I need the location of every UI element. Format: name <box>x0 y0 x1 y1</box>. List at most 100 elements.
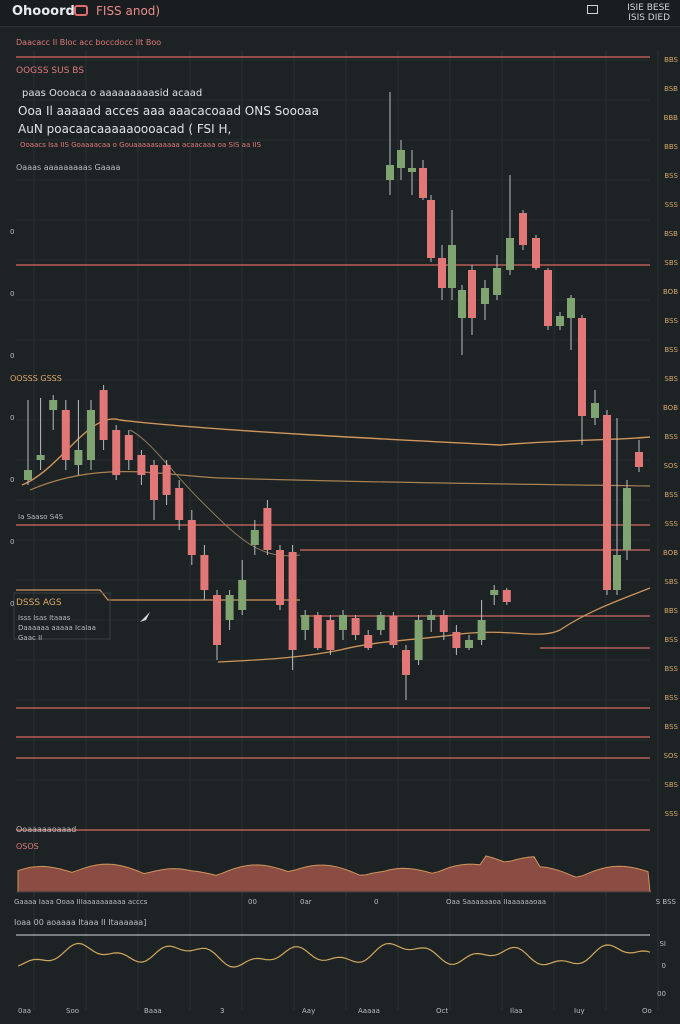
info-box <box>13 592 111 640</box>
toolbar-text: Daacacc Il Bloc acc boccdocc Ilt Boo <box>16 38 162 47</box>
ema-line-aux <box>129 429 301 557</box>
price-axis-label: BSS <box>664 172 678 180</box>
price-axis-label: BSS <box>664 723 678 731</box>
price-axis-label: SOS <box>663 752 678 760</box>
price-axis-label: BOB <box>663 288 678 296</box>
candle-body <box>493 268 501 295</box>
volume-area-fill <box>17 855 651 893</box>
volume-panel-title: Ooaaaaaoaaad <box>16 825 77 834</box>
candlestick-series <box>24 92 643 700</box>
candle-body <box>613 555 621 590</box>
candle-body <box>481 288 489 304</box>
candle-body <box>376 615 385 630</box>
left-axis-label: 0 <box>10 290 15 298</box>
candle-body <box>603 415 611 590</box>
time-axis-label: 0aa <box>18 1007 32 1015</box>
price-axis-label: SOS <box>663 462 678 470</box>
time-axis-label: Oct <box>436 1007 449 1015</box>
osc-panel-title: Ioaa 00 aoaaaa Itaaa II Itaaaaaa] <box>14 918 147 927</box>
candle-body <box>458 290 466 318</box>
candle-body <box>301 615 310 630</box>
candle-body <box>438 258 446 288</box>
candle-body <box>468 270 476 318</box>
price-axis-label: BSS <box>664 636 678 644</box>
price-axis-label: BOB <box>663 404 678 412</box>
price-axis-label: BBS <box>664 56 678 64</box>
candle-body <box>519 213 527 245</box>
left-axis-label: 0 <box>10 538 15 546</box>
volume-right-label: S BSS <box>655 898 676 906</box>
left-axis-label: 0 <box>10 228 15 236</box>
candle-body <box>502 590 511 602</box>
price-axis-label: BSS <box>664 491 678 499</box>
time-axis-label: Soo <box>66 1007 80 1015</box>
candle-body <box>506 238 514 270</box>
candle-body <box>556 316 564 326</box>
price-axis-label: SBS <box>664 781 678 789</box>
candle-body <box>162 465 171 495</box>
candle-body <box>250 530 259 545</box>
candle-body <box>544 270 552 326</box>
candle-body <box>276 550 284 605</box>
top-right-info: ISIE BESE ISIS DIED <box>587 3 670 23</box>
price-axis-label: BSB <box>664 230 678 238</box>
app-brand: Ohooord <box>12 4 75 19</box>
candle-body <box>386 165 394 180</box>
volume-axis-2: 0ar <box>300 898 312 906</box>
box-title: DSSS AGS <box>16 598 62 608</box>
left-axis-label: 0 <box>10 352 15 360</box>
candle-body <box>448 245 456 288</box>
volume-area <box>17 855 651 893</box>
candle-body <box>150 465 158 500</box>
info-line4: Ooaacs Isa IIS Goaaaacaa o Gouaaaaasaaaa… <box>20 141 262 149</box>
candle-body <box>567 298 575 318</box>
candle-body <box>465 640 473 648</box>
info-line1: paas Oooaca o aaaaaaaaasid acaad <box>22 88 203 99</box>
ema-sub-label: Ia Saaso S4S <box>18 513 64 521</box>
time-axis-label: 3 <box>220 1007 225 1015</box>
left-axis-label: 0 <box>10 476 15 484</box>
left-axis-label: 0 <box>10 600 15 608</box>
candle-body <box>408 168 416 172</box>
volume-axis-0: Gaaaa Iaaa Ooaa IIIaaaaaaaaaa acccs <box>14 898 148 906</box>
time-axis-label: Aaaaa <box>358 1007 380 1015</box>
candle-body <box>288 552 297 650</box>
candle-body <box>532 238 540 268</box>
candle-body <box>490 590 499 595</box>
candle-body <box>326 620 335 650</box>
price-axis-label: SSS <box>664 201 678 209</box>
info-line3: AuN poacaacaaaaaoooacad ( FSI H, <box>18 122 232 136</box>
volume-panel-label: OSOS <box>16 842 39 851</box>
volume-axis-1: 00 <box>248 898 257 906</box>
ema-label: OOSSS GSSS <box>10 374 62 383</box>
candle-body <box>175 488 184 520</box>
box-sub1: Isss Isas Itaaas <box>18 614 71 622</box>
symbol-label[interactable]: FISS anod) <box>96 4 161 18</box>
box-sub2: Daaaaaa aaaaa IcaIaa <box>18 624 96 632</box>
top-right-line1: ISIE BESE <box>627 3 670 13</box>
candle-body <box>427 200 435 258</box>
candle-body <box>213 595 221 645</box>
osc-line <box>17 942 651 968</box>
time-axis-label: Ilaa <box>510 1007 523 1015</box>
osc-right-mid: 0 <box>661 962 666 970</box>
chart-icon[interactable] <box>74 5 88 16</box>
candle-body <box>339 615 347 630</box>
price-axis-label: BBB <box>663 114 678 122</box>
cursor-arrow-icon <box>140 612 150 622</box>
candle-body <box>477 620 486 640</box>
price-axis-label: BSS <box>664 317 678 325</box>
candle-body <box>452 632 461 648</box>
price-axis-label: BBS <box>664 143 678 151</box>
candle-body <box>238 580 247 610</box>
candle-body <box>623 488 631 550</box>
price-axis-label: SSS <box>664 810 678 818</box>
time-axis-label: Baaa <box>144 1007 162 1015</box>
price-axis-label: BSS <box>664 346 678 354</box>
price-axis-label: BOB <box>663 549 678 557</box>
candle-body <box>591 403 599 418</box>
window-icon[interactable] <box>587 5 599 14</box>
candle-body <box>578 318 586 416</box>
candle-body <box>225 595 234 620</box>
